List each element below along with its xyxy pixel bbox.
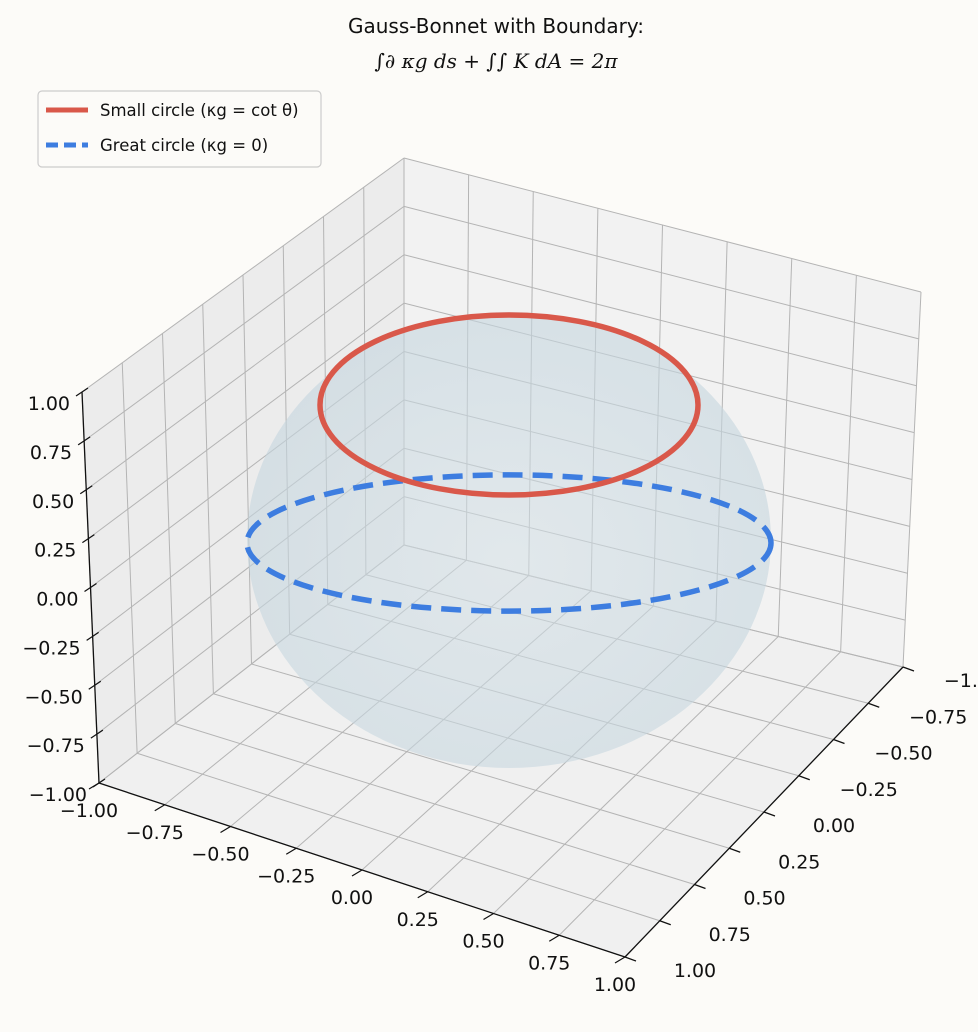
y-tick-label-5: 0.25 [778, 851, 820, 873]
left-grid-line-5b [88, 302, 405, 540]
back-grid-line-7a [840, 275, 857, 652]
boundary-curves [244, 312, 774, 614]
z-tick-label-5: 0.25 [34, 540, 76, 562]
x-tick-label-5: 0.25 [397, 909, 439, 931]
z-tick-1 [90, 729, 104, 739]
floor-grid-line-6b [493, 636, 779, 914]
x-tick-label-0: −1.00 [60, 800, 118, 822]
z-tick-2 [88, 680, 102, 690]
z-tick-label-1: −0.75 [27, 735, 85, 757]
left-grid-line-7b [83, 205, 405, 442]
z-tick-label-7: 0.75 [30, 442, 72, 464]
x-tick-label-2: −0.50 [191, 844, 249, 866]
y-tick-label-7: 0.75 [709, 924, 751, 946]
y-tick-0 [902, 666, 915, 672]
x-tick-label-3: −0.25 [257, 865, 315, 887]
x-tick-label-1: −0.75 [126, 822, 184, 844]
y-tick-2 [833, 738, 845, 745]
y-tick-1 [868, 702, 880, 708]
x-tick-label-6: 0.50 [462, 931, 504, 953]
z-tick-5 [82, 534, 95, 544]
axes: −1.00−1.00−1.00−0.75−0.75−0.75−0.50−0.50… [22, 387, 978, 996]
z-tick-label-8: 1.00 [28, 393, 70, 415]
z-tick-label-0: −1.00 [29, 784, 87, 806]
x-tick-label-7: 0.75 [528, 952, 570, 974]
x-tick-4 [351, 869, 363, 877]
x-tick-2 [220, 825, 231, 834]
y-tick-label-2: −0.50 [874, 743, 932, 765]
small-circle-curve [317, 312, 701, 498]
x-tick-7 [548, 934, 560, 942]
y-tick-label-4: 0.00 [813, 815, 855, 837]
z-tick-0 [92, 778, 106, 788]
back-grid-line-7b [403, 205, 919, 340]
y-tick-3 [798, 775, 810, 781]
z-tick-4 [84, 583, 97, 592]
y-tick-label-6: 0.50 [743, 888, 785, 910]
legend-box [37, 90, 322, 168]
floor-grid-line-7b [558, 651, 841, 936]
sphere-surface [247, 312, 771, 768]
x-tick-1 [154, 804, 166, 812]
y-tick-label-8: 1.00 [674, 960, 716, 982]
left-grid-line-6b [85, 254, 405, 491]
y-tick-label-1: −0.75 [909, 706, 967, 728]
great-circle-curve [244, 472, 774, 614]
chart-subtitle-formula: ∫∂ κg ds + ∫∫ K dA = 2π [374, 49, 618, 73]
back-grid-line-6b [403, 254, 917, 387]
y-tick-4 [763, 811, 776, 817]
x-tick-8 [614, 956, 626, 964]
z-tick-8 [75, 387, 89, 397]
legend-label-great-circle: Great circle (κg = 0) [100, 136, 268, 155]
z-tick-6 [79, 485, 93, 495]
z-tick-7 [77, 436, 91, 446]
left-grid-line-8b [81, 157, 405, 393]
z-tick-label-4: 0.00 [36, 589, 78, 611]
x-tick-6 [483, 912, 494, 921]
z-tick-label-2: −0.50 [25, 686, 83, 708]
chart-title: Gauss-Bonnet with Boundary: [348, 14, 644, 38]
y-tick-8 [624, 956, 637, 962]
z-tick-label-3: −0.25 [22, 637, 80, 659]
back-grid-line-8b [403, 157, 922, 293]
back-grid-line-6a [777, 258, 793, 637]
z-tick-3 [86, 631, 99, 641]
y-tick-7 [659, 920, 671, 926]
x-tick-3 [285, 847, 297, 855]
x-tick-5 [417, 891, 429, 899]
legend: Small circle (κg = cot θ) Great circle (… [37, 90, 322, 168]
back-grid-line-8a [902, 291, 922, 668]
y-tick-6 [694, 883, 706, 890]
legend-label-small-circle: Small circle (κg = cot θ) [100, 101, 299, 120]
y-tick-label-3: −0.25 [840, 779, 898, 801]
x-tick-label-8: 1.00 [594, 974, 636, 996]
z-tick-label-6: 0.50 [32, 491, 74, 513]
y-tick-label-0: −1.00 [944, 670, 978, 692]
x-tick-label-4: 0.00 [331, 887, 373, 909]
y-tick-5 [729, 847, 741, 853]
